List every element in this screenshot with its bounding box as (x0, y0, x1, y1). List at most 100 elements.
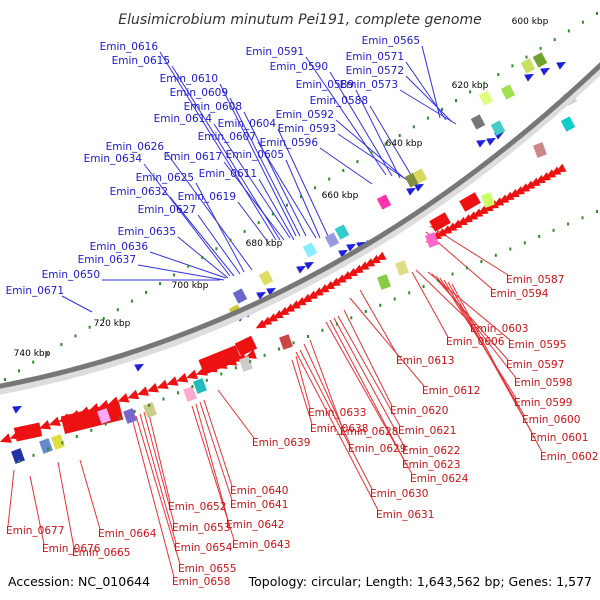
annotation-block (334, 224, 350, 240)
gene-label-forward[interactable]: Emin_0593 (278, 123, 336, 135)
tick-marker (494, 253, 497, 257)
gene-label-reverse[interactable]: Emin_0633 (308, 407, 366, 419)
reverse-gene-bar (234, 335, 258, 357)
gene-label-reverse[interactable]: Emin_0677 (6, 525, 64, 537)
label-leader (355, 89, 401, 179)
gene-label-forward[interactable]: Emin_0609 (170, 87, 228, 99)
gene-label-forward[interactable]: Emin_0637 (78, 254, 136, 266)
gene-label-forward[interactable]: Emin_0588 (310, 95, 368, 107)
forward-gene-arrow (12, 405, 22, 414)
gene-label-forward[interactable]: Emin_0596 (260, 137, 319, 149)
gene-label-reverse[interactable]: Emin_0643 (232, 539, 290, 551)
gene-label-forward[interactable]: Emin_0626 (106, 141, 165, 153)
annotation-block (39, 438, 53, 454)
gene-label-reverse[interactable]: Emin_0598 (514, 377, 572, 389)
gene-label-forward[interactable]: Emin_0589 (296, 79, 354, 91)
gene-label-forward[interactable]: Emin_0565 (362, 35, 420, 47)
tick-marker (271, 212, 274, 216)
gene-label-reverse[interactable]: Emin_0653 (172, 522, 230, 534)
tick-label: 600 kbp (512, 17, 549, 27)
gene-label-reverse[interactable]: Emin_0620 (390, 405, 448, 417)
label-leader (319, 147, 373, 185)
reverse-gene-bar (459, 192, 481, 212)
gene-label-reverse[interactable]: Emin_0652 (168, 501, 226, 513)
tick-marker (46, 447, 49, 451)
gene-label-forward[interactable]: Emin_0615 (112, 55, 170, 67)
gene-label-forward[interactable]: Emin_0610 (160, 73, 218, 85)
gene-label-forward[interactable]: Emin_0617 (164, 151, 222, 163)
gene-label-forward[interactable]: Emin_0608 (184, 101, 242, 113)
gene-label-reverse[interactable]: Emin_0623 (402, 459, 460, 471)
gene-label-reverse[interactable]: Emin_0613 (396, 355, 454, 367)
annotation-block (478, 90, 494, 106)
forward-gene-arrow (346, 243, 356, 252)
gene-label-reverse[interactable]: Emin_0621 (398, 425, 456, 437)
gene-label-reverse[interactable]: Emin_0676 (42, 543, 101, 555)
gene-label-reverse[interactable]: Emin_0606 (446, 336, 505, 348)
gene-label-forward[interactable]: Emin_0636 (90, 241, 149, 253)
gene-label-reverse[interactable]: Emin_0601 (530, 432, 588, 444)
gene-label-reverse[interactable]: Emin_0654 (174, 542, 233, 554)
tick-marker (480, 260, 483, 263)
gene-label-reverse[interactable]: Emin_0631 (376, 509, 434, 521)
gene-label-forward[interactable]: Emin_0650 (42, 269, 100, 281)
gene-label-reverse[interactable]: Emin_0630 (370, 488, 428, 500)
label-leader (405, 75, 453, 123)
gene-label-reverse[interactable]: Emin_0624 (410, 473, 469, 485)
gene-label-forward[interactable]: Emin_0611 (199, 168, 257, 180)
gene-label-reverse[interactable]: Emin_0664 (98, 528, 157, 540)
gene-label-reverse[interactable]: Emin_0628 (340, 426, 398, 438)
gene-label-reverse[interactable]: Emin_0641 (230, 499, 288, 511)
gene-label-reverse[interactable]: Emin_0587 (506, 274, 564, 286)
label-leader (329, 319, 405, 461)
gene-label-reverse[interactable]: Emin_0640 (230, 485, 288, 497)
gene-label-forward[interactable]: Emin_0607 (198, 131, 256, 143)
gene-label-forward[interactable]: Emin_0632 (110, 186, 168, 198)
gene-label-forward[interactable]: Emin_0604 (218, 118, 277, 130)
gene-label-forward[interactable]: Emin_0573 (340, 79, 398, 91)
gene-label-forward[interactable]: Emin_0572 (346, 65, 404, 77)
gene-label-forward[interactable]: Emin_0614 (154, 113, 213, 125)
gene-label-forward[interactable]: Emin_0634 (84, 153, 143, 165)
gene-label-reverse[interactable]: Emin_0612 (422, 385, 480, 397)
gene-label-reverse[interactable]: Emin_0599 (514, 397, 572, 409)
gene-label-forward[interactable]: Emin_0571 (346, 51, 404, 63)
gene-label-reverse[interactable]: Emin_0655 (178, 563, 236, 575)
gene-label-reverse[interactable]: Emin_0658 (172, 576, 230, 588)
gene-label-reverse[interactable]: Emin_0642 (226, 519, 284, 531)
gene-label-reverse[interactable]: Emin_0595 (508, 339, 566, 351)
reverse-gene-arrow (0, 433, 12, 443)
gene-label-forward[interactable]: Emin_0619 (178, 191, 236, 203)
gene-label-reverse[interactable]: Emin_0594 (490, 288, 549, 300)
reverse-gene-arrow (39, 419, 52, 430)
gene-label-forward[interactable]: Emin_0625 (136, 172, 194, 184)
gene-label-forward[interactable]: Emin_0592 (276, 109, 334, 121)
gene-label-forward[interactable]: Emin_0591 (246, 46, 304, 58)
gene-label-reverse[interactable]: Emin_0622 (402, 445, 460, 457)
gene-label-reverse[interactable]: Emin_0629 (348, 443, 406, 455)
gene-label-forward[interactable]: Emin_0627 (138, 204, 196, 216)
tick-marker (159, 282, 161, 286)
gene-label-forward[interactable]: Emin_0671 (6, 285, 64, 297)
gene-label-reverse[interactable]: Emin_0600 (522, 414, 580, 426)
label-leader (195, 403, 229, 521)
gene-label-reverse[interactable]: Emin_0597 (506, 359, 564, 371)
forward-gene-arrow (256, 291, 266, 300)
reverse-gene-bar (429, 212, 451, 232)
gene-label-forward[interactable]: Emin_0635 (118, 226, 176, 238)
tick-marker (285, 203, 288, 207)
reverse-gene-bar (60, 402, 124, 434)
gene-label-forward[interactable]: Emin_0605 (226, 149, 284, 161)
annotation-block (412, 168, 428, 184)
gene-label-forward[interactable]: Emin_0616 (100, 41, 159, 53)
tick-marker (356, 160, 359, 164)
gene-label-reverse[interactable]: Emin_0602 (540, 451, 598, 463)
tick-marker (102, 317, 105, 320)
gene-label-reverse[interactable]: Emin_0603 (470, 323, 528, 335)
gene-label-reverse[interactable]: Emin_0639 (252, 437, 310, 449)
kbp-ticks: 600 kbp 620 kbp 640 kbp 660 kbp 680 kbp 700 k… (4, 12, 598, 463)
gene-label-reverse[interactable]: Emin_0665 (72, 547, 130, 559)
gene-label-reverse[interactable]: Emin_0638 (310, 423, 368, 435)
gene-label-forward[interactable]: Emin_0590 (270, 61, 328, 73)
reverse-gene-arrow (137, 386, 150, 396)
